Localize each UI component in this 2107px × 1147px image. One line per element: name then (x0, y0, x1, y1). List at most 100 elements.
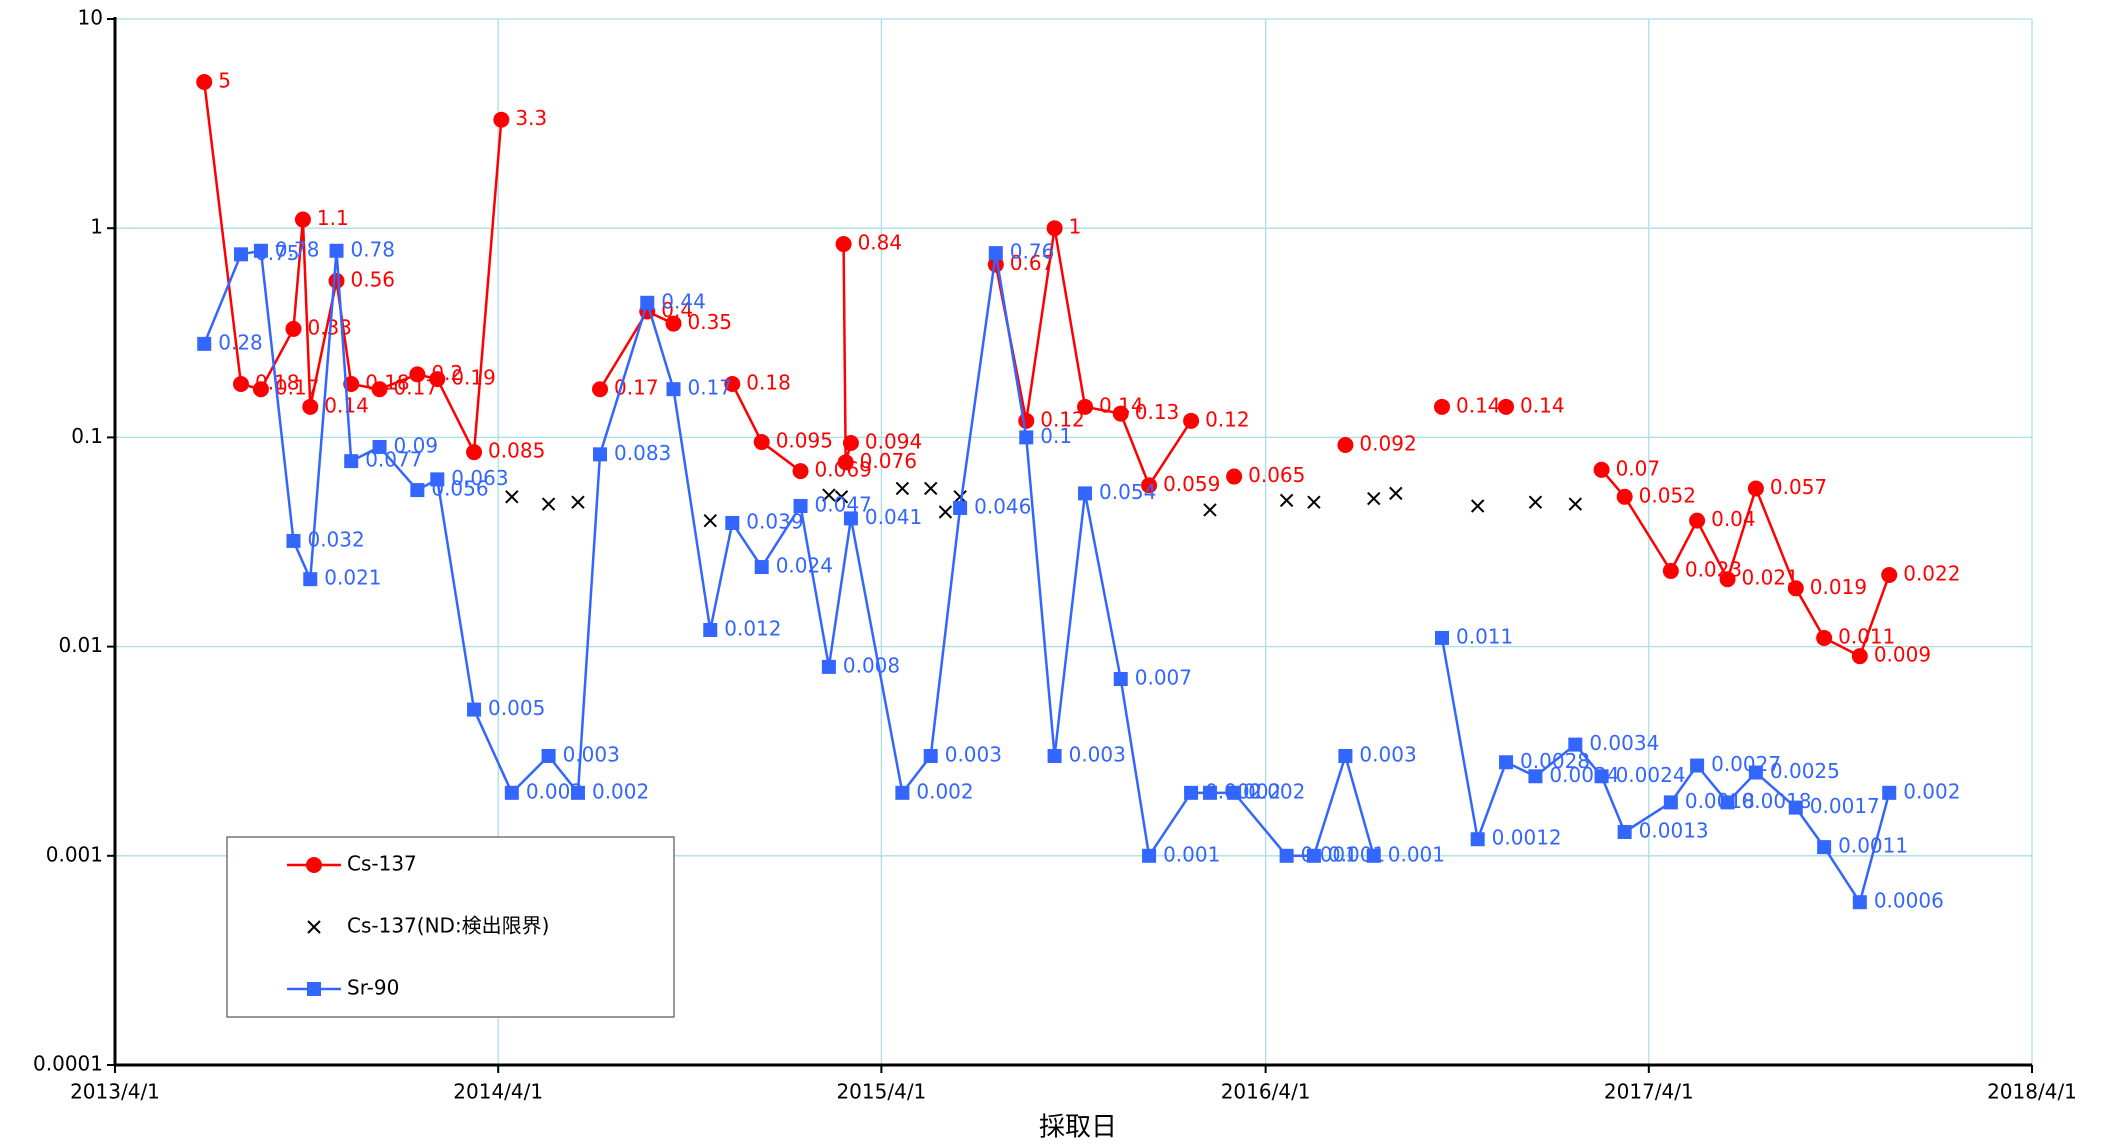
x-tick-label: 2018/4/1 (1987, 1080, 2077, 1104)
marker (953, 490, 967, 504)
marker (1528, 769, 1543, 784)
data-label: 1 (1069, 215, 1082, 239)
data-label: 0.13 (1135, 400, 1180, 424)
marker (1593, 461, 1610, 478)
data-label: 0.0017 (1810, 794, 1880, 818)
marker (1077, 398, 1094, 415)
marker (1594, 769, 1609, 784)
marker (1663, 795, 1678, 810)
marker (792, 463, 809, 480)
legend-marker (306, 857, 322, 873)
marker (988, 246, 1003, 261)
marker (665, 315, 682, 332)
data-label: 0.008 (843, 653, 900, 677)
legend-label: Cs-137(ND:検出限界) (347, 914, 549, 938)
marker (1719, 571, 1736, 588)
data-label: 0.012 (724, 617, 781, 641)
data-label: 0.095 (776, 429, 833, 453)
marker (493, 111, 510, 128)
series-line (203, 249, 1891, 906)
y-tick-label: 0.0001 (33, 1052, 103, 1076)
x-tick-label: 2013/4/1 (70, 1080, 160, 1104)
marker (505, 490, 519, 504)
data-label: 0.007 (1135, 666, 1192, 690)
marker (1881, 566, 1898, 583)
marker (1788, 800, 1803, 815)
y-tick-label: 1 (90, 215, 103, 239)
data-label: 0.44 (661, 289, 706, 313)
data-label: 0.0027 (1711, 752, 1781, 776)
marker (1307, 495, 1321, 509)
marker (895, 481, 910, 496)
data-label: 0.005 (488, 696, 545, 720)
marker (1568, 497, 1583, 511)
marker (1366, 848, 1381, 863)
data-label: 0.0024 (1616, 763, 1686, 787)
data-label: 0.78 (275, 237, 320, 261)
marker (592, 381, 609, 398)
data-label: 0.14 (1456, 393, 1501, 417)
marker (1183, 412, 1200, 429)
data-label: 0.04 (1711, 507, 1756, 531)
x-axis-title: 採取日 (1039, 1113, 1117, 1143)
data-label: 0.011 (1838, 624, 1895, 648)
marker (570, 785, 585, 800)
data-label: 0.0012 (1492, 826, 1562, 850)
data-label: 0.032 (307, 527, 364, 551)
marker (1851, 648, 1868, 665)
data-label: 0.002 (1248, 779, 1305, 803)
marker (1227, 785, 1242, 800)
marker (197, 336, 212, 351)
marker (372, 439, 387, 454)
marker (1338, 748, 1353, 763)
marker (328, 272, 345, 289)
data-label: 0.19 (451, 366, 496, 390)
marker (843, 511, 858, 526)
marker (302, 398, 319, 415)
data-label: 0.057 (1770, 475, 1827, 499)
marker (837, 454, 854, 471)
data-label: 0.67 (1010, 251, 1055, 275)
data-label: 0.063 (451, 466, 508, 490)
marker (329, 243, 344, 258)
data-label: 0.094 (865, 430, 922, 454)
marker (895, 785, 910, 800)
data-label: 0.17 (275, 376, 320, 400)
marker (571, 495, 585, 509)
data-label: 0.0018 (1685, 789, 1755, 813)
marker (429, 371, 446, 388)
data-label: 0.0006 (1874, 889, 1944, 913)
marker (1113, 672, 1128, 687)
data-label: 0.009 (1874, 643, 1931, 667)
marker (409, 366, 426, 383)
marker (430, 472, 445, 487)
data-label: 0.56 (351, 267, 396, 291)
data-label: 0.092 (1359, 431, 1416, 455)
marker (232, 375, 249, 392)
data-label: 0.0034 (1589, 731, 1659, 755)
marker (834, 490, 849, 504)
data-label: 0.09 (394, 433, 439, 457)
data-label: 0.052 (1639, 483, 1696, 507)
marker (953, 500, 968, 515)
marker (252, 381, 269, 398)
data-label: 0.76 (1010, 240, 1055, 264)
marker (1184, 785, 1199, 800)
marker (1078, 486, 1093, 501)
data-label: 0.78 (351, 237, 396, 261)
marker (253, 243, 268, 258)
marker (821, 659, 836, 674)
data-label: 0.003 (563, 742, 620, 766)
marker (294, 211, 311, 228)
marker (1882, 785, 1897, 800)
marker (1852, 895, 1867, 910)
marker (1470, 832, 1485, 847)
marker (504, 785, 519, 800)
marker (1203, 503, 1217, 517)
x-tick-label: 2014/4/1 (453, 1080, 543, 1104)
data-label: 0.054 (1099, 480, 1156, 504)
marker (541, 497, 556, 511)
x-tick-label: 2017/4/1 (1604, 1080, 1694, 1104)
marker (1226, 468, 1243, 485)
marker (725, 515, 740, 530)
